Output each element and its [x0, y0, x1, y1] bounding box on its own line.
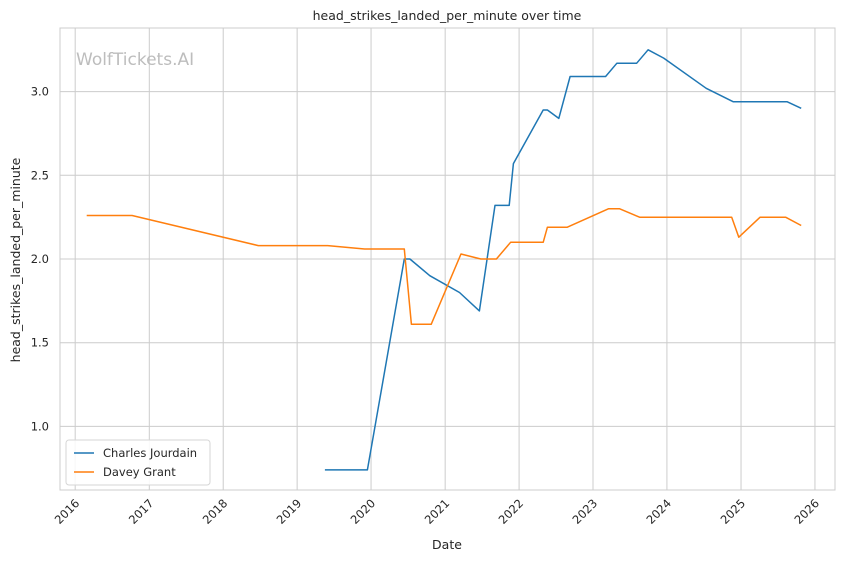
y-tick-label: 2.0: [31, 252, 49, 266]
chart-title: head_strikes_landed_per_minute over time: [313, 8, 582, 23]
y-axis-label: head_strikes_landed_per_minute: [8, 157, 23, 362]
legend: Charles Jourdain Davey Grant: [65, 439, 211, 486]
y-tick-label: 3.0: [31, 85, 49, 99]
series-line-davey-grant: [86, 208, 802, 326]
grid-lines: [60, 28, 835, 490]
x-axis-label: Date: [432, 537, 462, 552]
x-tick-labels: 2016 2017 2018 2019 2020 2021 2022 2023 2024 2025…: [52, 496, 822, 527]
y-tick-label: 2.5: [31, 168, 49, 182]
y-tick-label: 1.0: [31, 419, 49, 433]
watermark: WolfTickets.AI: [76, 50, 194, 70]
legend-label: Charles Jourdain: [103, 446, 197, 460]
y-tick-label: 1.5: [31, 336, 49, 350]
series-line-charles-jourdain: [324, 49, 802, 471]
series-layer: [86, 49, 802, 471]
legend-label: Davey Grant: [103, 465, 176, 479]
y-tick-labels: 1.0 1.5 2.0 2.5 3.0: [31, 85, 49, 434]
legend-box: [65, 439, 211, 486]
plot-area-frame: [59, 27, 836, 491]
